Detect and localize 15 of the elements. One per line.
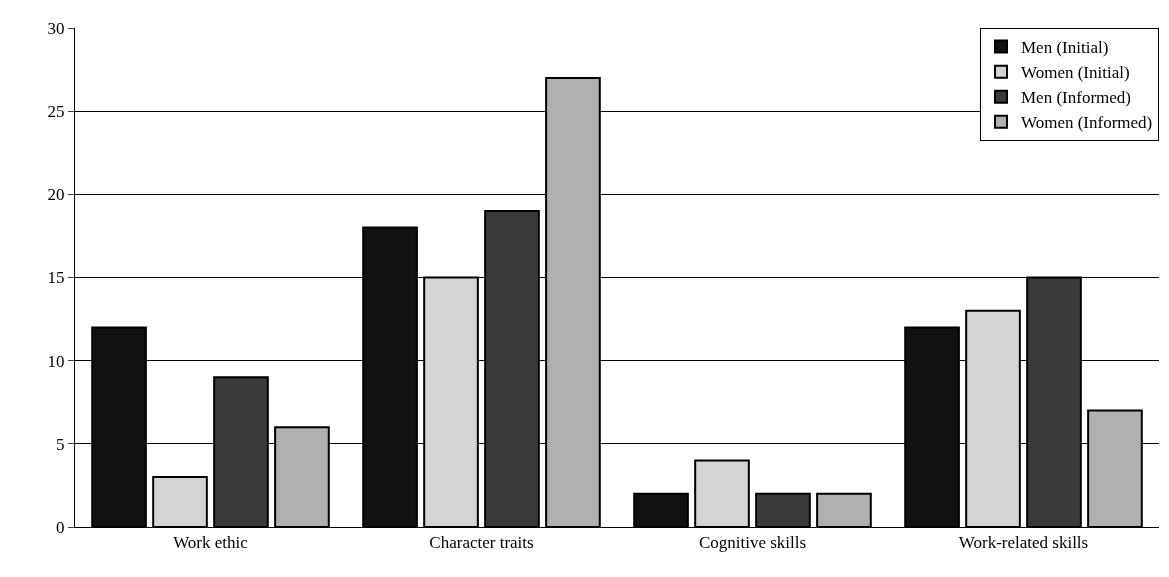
y-tick-label: 10 bbox=[47, 351, 65, 371]
x-tick-label: Work ethic bbox=[173, 533, 249, 553]
x-tick-label: Character traits bbox=[429, 533, 534, 553]
y-tick-label: 5 bbox=[56, 434, 65, 454]
x-tick-label: Cognitive skills bbox=[698, 533, 807, 553]
y-tick-label: 20 bbox=[47, 185, 65, 205]
y-tick-label: 30 bbox=[47, 18, 65, 38]
legend-label: Men (Informed) bbox=[1021, 88, 1131, 108]
legend-label: Men (Initial) bbox=[1021, 38, 1109, 58]
x-tick-label: Work-related skills bbox=[958, 533, 1089, 553]
y-tick-label: 25 bbox=[47, 102, 65, 122]
legend-label: Women (Initial) bbox=[1021, 63, 1130, 83]
legend-label: Women (Informed) bbox=[1021, 113, 1153, 133]
y-tick-label: 0 bbox=[56, 517, 65, 537]
y-tick-label: 15 bbox=[47, 268, 65, 288]
